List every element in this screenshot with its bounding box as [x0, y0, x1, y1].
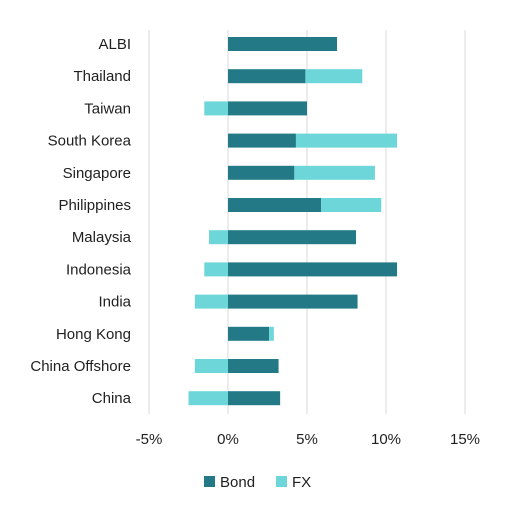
bar-bond: [228, 198, 322, 212]
category-label: South Korea: [48, 133, 132, 150]
bar-fx: [188, 391, 228, 406]
x-tick-label: 5%: [296, 431, 318, 448]
bar-bond: [228, 69, 306, 84]
category-label: China: [92, 390, 132, 407]
category-label: Indonesia: [66, 261, 132, 278]
x-tick-label: 15%: [450, 431, 480, 448]
bars: [188, 37, 398, 406]
x-tick-label: 0%: [217, 431, 239, 448]
category-label: China Offshore: [30, 358, 131, 375]
category-label: Thailand: [73, 68, 131, 85]
bar-bond: [228, 359, 279, 373]
bar-bond: [228, 326, 270, 341]
bar-bond: [228, 133, 296, 148]
bar-bond: [228, 262, 398, 277]
category-labels: ALBI Thailand Taiwan South Korea Singapore Ph…: [30, 36, 131, 407]
legend-label-bond: Bond: [220, 474, 255, 491]
category-label: ALBI: [98, 36, 131, 53]
bar-fx: [269, 326, 274, 341]
bar-bond: [228, 294, 358, 309]
x-axis-tick-labels: -5% 0% 5% 10% 15%: [136, 431, 480, 448]
bar-fx: [321, 198, 382, 212]
legend-swatch-fx: [276, 476, 287, 487]
bar-fx: [204, 262, 228, 277]
category-label: Singapore: [63, 165, 131, 182]
legend: Bond FX: [204, 474, 311, 491]
category-label: Taiwan: [84, 100, 131, 117]
bar-fx: [204, 101, 228, 116]
bar-bond: [228, 391, 281, 406]
bar-fx: [295, 133, 398, 148]
bar-fx: [194, 359, 228, 373]
x-tick-label: -5%: [136, 431, 163, 448]
bar-fx: [194, 294, 228, 309]
bar-fx: [209, 230, 228, 245]
category-label: Philippines: [58, 197, 131, 214]
x-tick-label: 10%: [371, 431, 401, 448]
category-label: India: [98, 294, 131, 311]
category-label: Malaysia: [72, 229, 132, 246]
bar-fx: [294, 165, 375, 180]
category-label: Hong Kong: [56, 326, 131, 343]
bar-fx: [305, 69, 363, 84]
grid-lines: [148, 30, 466, 414]
bar-bond: [228, 37, 338, 51]
bar-bond: [228, 101, 307, 116]
legend-label-fx: FX: [292, 474, 311, 491]
bar-bond: [228, 165, 295, 180]
bar-bond: [228, 230, 356, 245]
legend-swatch-bond: [204, 476, 215, 487]
